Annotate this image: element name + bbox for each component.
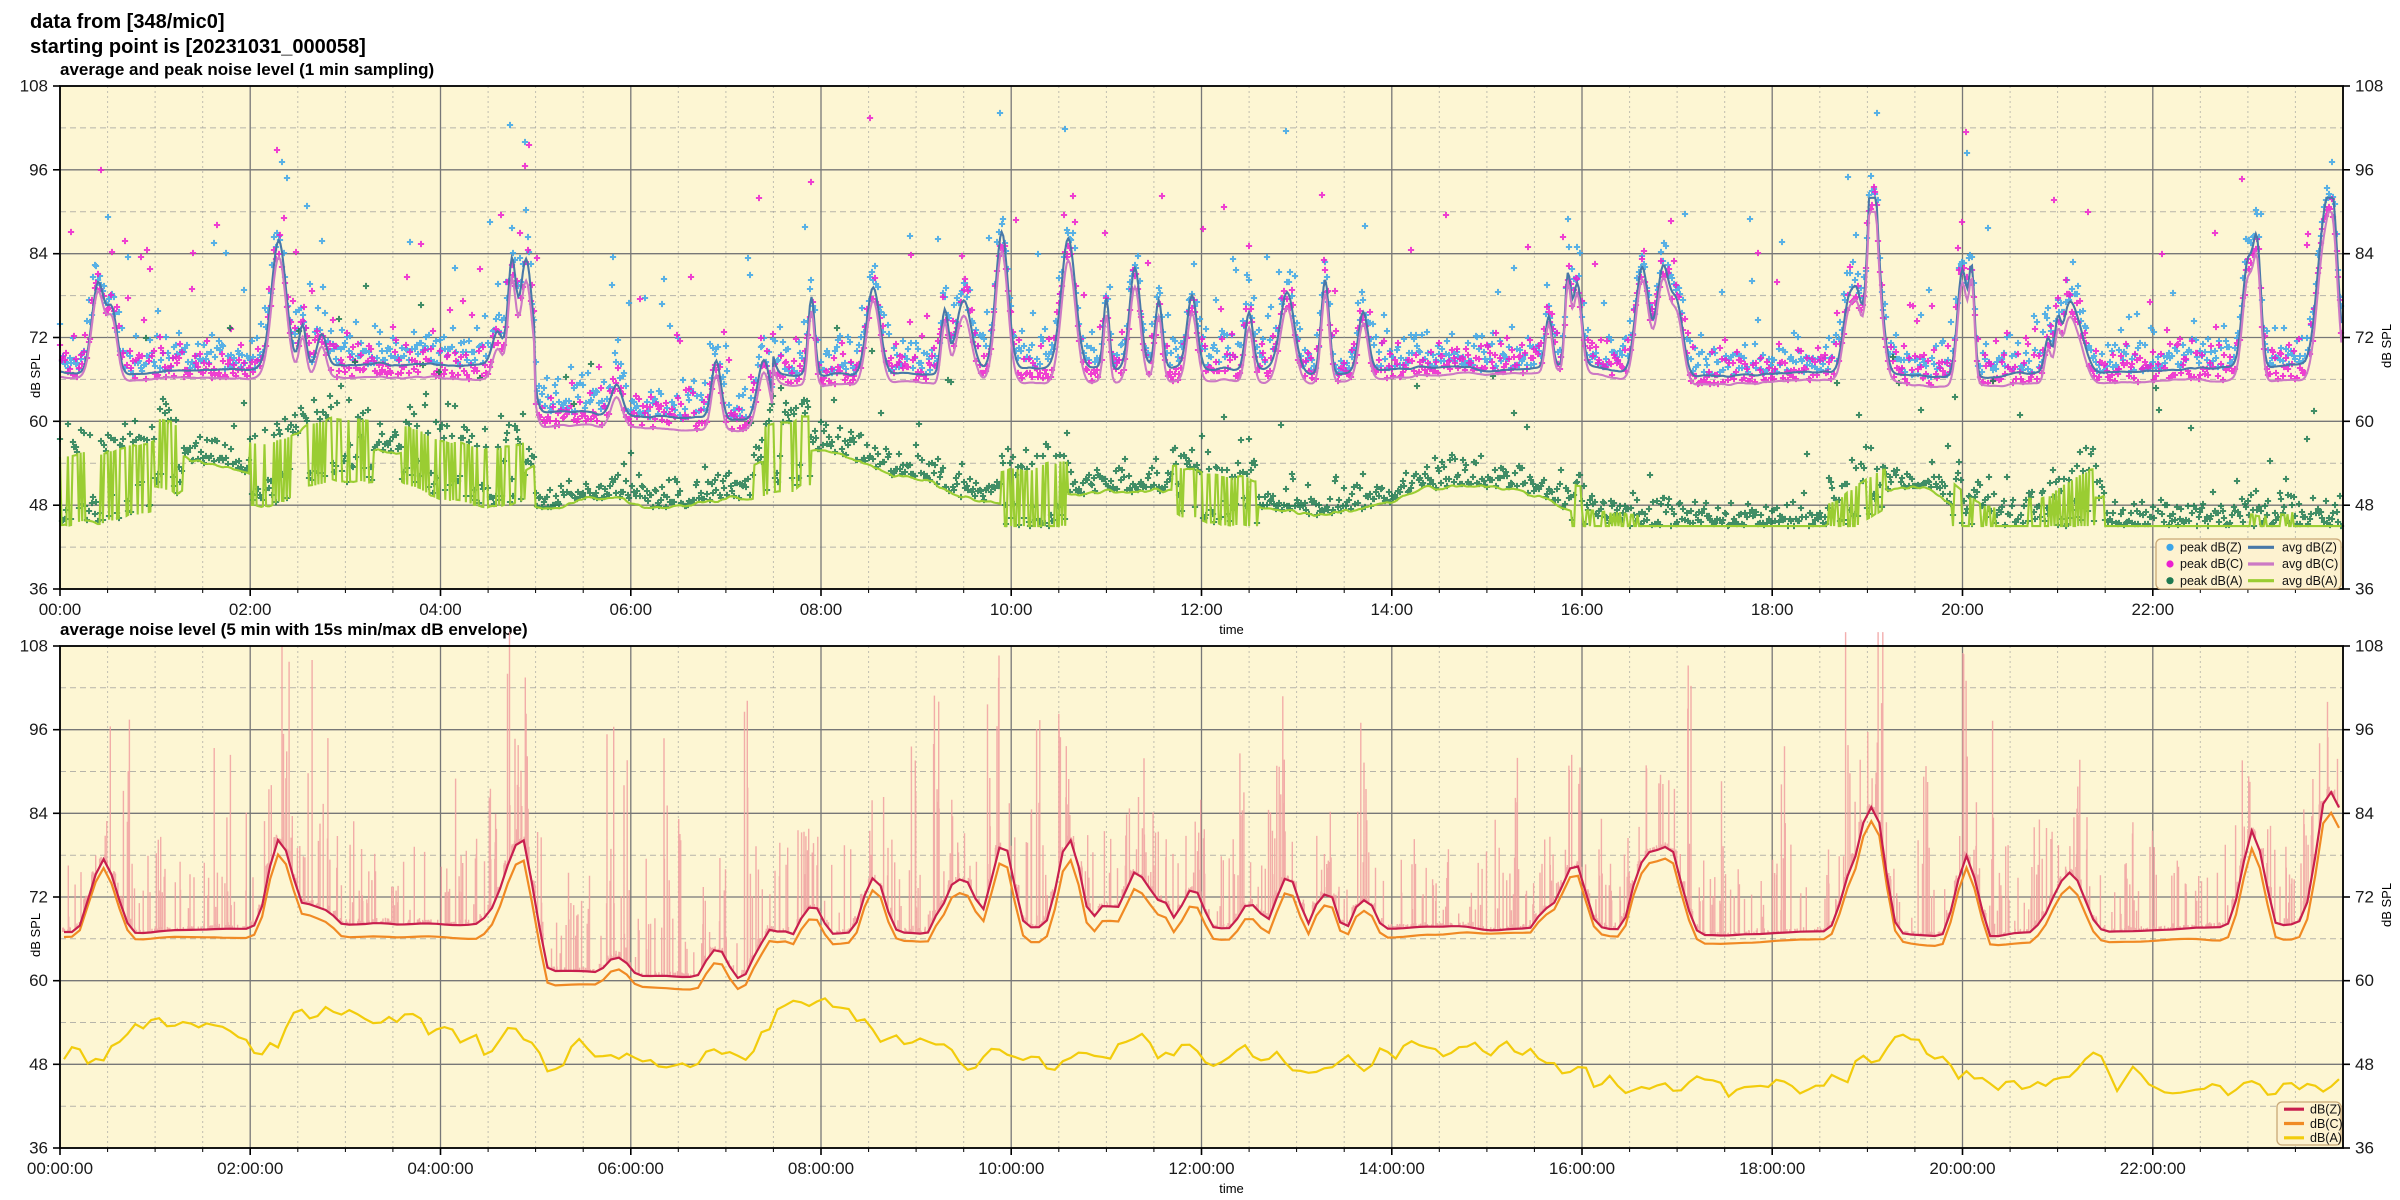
svg-text:06:00:00: 06:00:00 <box>598 1159 664 1178</box>
svg-text:00:00: 00:00 <box>39 600 82 619</box>
svg-text:72: 72 <box>2355 328 2374 347</box>
svg-text:84: 84 <box>2355 244 2374 263</box>
svg-text:36: 36 <box>2355 580 2374 599</box>
svg-text:10:00: 10:00 <box>990 600 1033 619</box>
svg-text:peak dB(C): peak dB(C) <box>2180 557 2243 571</box>
svg-text:36: 36 <box>2355 1139 2374 1158</box>
svg-text:84: 84 <box>29 244 48 263</box>
svg-text:20:00: 20:00 <box>1941 600 1984 619</box>
svg-text:36: 36 <box>29 580 48 599</box>
svg-text:10:00:00: 10:00:00 <box>978 1159 1044 1178</box>
svg-text:96: 96 <box>29 720 48 739</box>
svg-text:72: 72 <box>2355 888 2374 907</box>
svg-text:16:00: 16:00 <box>1561 600 1604 619</box>
svg-text:108: 108 <box>2355 77 2383 96</box>
svg-text:14:00: 14:00 <box>1371 600 1414 619</box>
svg-text:72: 72 <box>29 328 48 347</box>
svg-text:96: 96 <box>2355 160 2374 179</box>
svg-text:06:00: 06:00 <box>610 600 653 619</box>
svg-text:22:00: 22:00 <box>2132 600 2175 619</box>
svg-text:48: 48 <box>2355 496 2374 515</box>
svg-text:96: 96 <box>2355 720 2374 739</box>
svg-text:22:00:00: 22:00:00 <box>2120 1159 2186 1178</box>
svg-text:18:00: 18:00 <box>1751 600 1794 619</box>
svg-text:dB(C): dB(C) <box>2310 1117 2343 1131</box>
svg-text:60: 60 <box>29 971 48 990</box>
svg-text:108: 108 <box>20 77 48 96</box>
svg-text:108: 108 <box>20 637 48 656</box>
svg-text:12:00:00: 12:00:00 <box>1168 1159 1234 1178</box>
svg-text:00:00:00: 00:00:00 <box>27 1159 93 1178</box>
svg-text:20:00:00: 20:00:00 <box>1929 1159 1995 1178</box>
svg-text:14:00:00: 14:00:00 <box>1359 1159 1425 1178</box>
svg-text:60: 60 <box>2355 971 2374 990</box>
svg-text:18:00:00: 18:00:00 <box>1739 1159 1805 1178</box>
svg-text:04:00: 04:00 <box>419 600 462 619</box>
svg-text:avg dB(Z): avg dB(Z) <box>2282 541 2337 555</box>
svg-text:84: 84 <box>29 804 48 823</box>
svg-text:dB(A): dB(A) <box>2310 1131 2342 1145</box>
svg-text:48: 48 <box>29 496 48 515</box>
svg-text:avg dB(A): avg dB(A) <box>2282 574 2338 588</box>
svg-text:36: 36 <box>29 1139 48 1158</box>
svg-text:04:00:00: 04:00:00 <box>407 1159 473 1178</box>
svg-text:48: 48 <box>29 1055 48 1074</box>
svg-text:peak dB(Z): peak dB(Z) <box>2180 541 2242 555</box>
svg-text:16:00:00: 16:00:00 <box>1549 1159 1615 1178</box>
svg-text:12:00: 12:00 <box>1180 600 1223 619</box>
svg-text:peak dB(A): peak dB(A) <box>2180 574 2243 588</box>
svg-text:72: 72 <box>29 888 48 907</box>
svg-text:08:00:00: 08:00:00 <box>788 1159 854 1178</box>
svg-text:dB(Z): dB(Z) <box>2310 1103 2341 1117</box>
svg-text:60: 60 <box>29 412 48 431</box>
svg-text:60: 60 <box>2355 412 2374 431</box>
svg-text:02:00:00: 02:00:00 <box>217 1159 283 1178</box>
svg-text:84: 84 <box>2355 804 2374 823</box>
svg-text:02:00: 02:00 <box>229 600 272 619</box>
svg-text:108: 108 <box>2355 637 2383 656</box>
svg-text:08:00: 08:00 <box>800 600 843 619</box>
svg-text:48: 48 <box>2355 1055 2374 1074</box>
svg-text:avg dB(C): avg dB(C) <box>2282 557 2338 571</box>
svg-text:96: 96 <box>29 160 48 179</box>
